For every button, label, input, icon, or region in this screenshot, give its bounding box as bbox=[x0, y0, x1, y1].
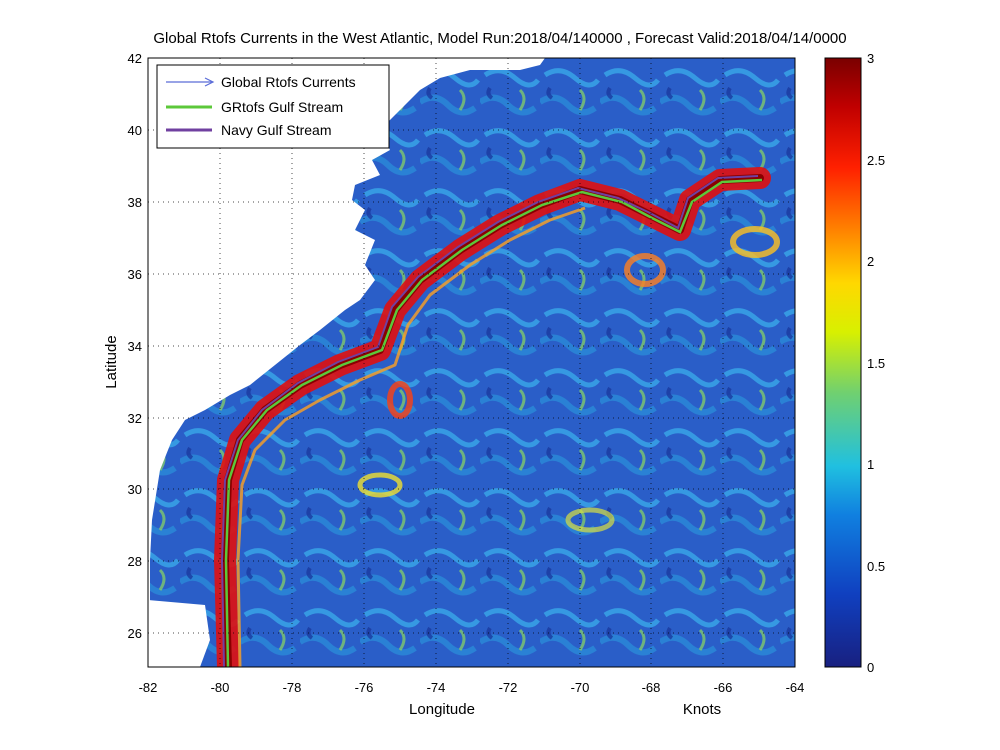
colorbar-tick-label: 1 bbox=[867, 457, 874, 472]
x-tick-label: -76 bbox=[355, 680, 374, 695]
x-axis: -82 -80 -78 -76 -74 -72 -70 -68 -66 -64 … bbox=[139, 680, 805, 718]
y-tick-label: 28 bbox=[128, 554, 142, 569]
x-tick-label: -82 bbox=[139, 680, 158, 695]
x-tick-label: -80 bbox=[211, 680, 230, 695]
colorbar-tick-label: 0 bbox=[867, 660, 874, 675]
legend: Global Rtofs Currents GRtofs Gulf Stream… bbox=[156, 64, 390, 149]
x-tick-label: -74 bbox=[427, 680, 446, 695]
y-tick-label: 32 bbox=[128, 411, 142, 426]
y-tick-label: 26 bbox=[128, 626, 142, 641]
x-tick-label: -66 bbox=[714, 680, 733, 695]
y-tick-label: 42 bbox=[128, 51, 142, 66]
colorbar: 3 2.5 2 1.5 1 0.5 0 Knots bbox=[683, 51, 885, 718]
x-tick-label: -68 bbox=[642, 680, 661, 695]
eddy bbox=[357, 472, 403, 498]
x-tick-label: -70 bbox=[571, 680, 590, 695]
land-mass bbox=[148, 58, 545, 667]
eddy bbox=[730, 226, 780, 258]
navy-gulf-stream-line bbox=[220, 175, 759, 667]
colorbar-tick-label: 0.5 bbox=[867, 559, 885, 574]
x-axis-label: Longitude bbox=[409, 701, 475, 718]
colorbar-tick-label: 3 bbox=[867, 51, 874, 66]
legend-label: GRtofs Gulf Stream bbox=[221, 99, 343, 115]
map-plot-area bbox=[148, 58, 795, 667]
eddy bbox=[387, 381, 413, 419]
colorbar-gradient bbox=[824, 57, 862, 668]
grtofs-gulf-stream-line bbox=[224, 178, 763, 667]
y-tick-label: 30 bbox=[128, 482, 142, 497]
colorbar-tick-label: 2 bbox=[867, 254, 874, 269]
plot-frame bbox=[147, 57, 796, 668]
x-tick-label: -72 bbox=[499, 680, 518, 695]
legend-item-grtofs: GRtofs Gulf Stream bbox=[166, 99, 343, 115]
y-tick-label: 36 bbox=[128, 267, 142, 282]
y-tick-label: 38 bbox=[128, 195, 142, 210]
colorbar-label: Knots bbox=[683, 701, 721, 718]
y-tick-label: 34 bbox=[128, 339, 142, 354]
gulf-stream-edge bbox=[236, 206, 586, 667]
eddy bbox=[624, 253, 666, 287]
x-tick-label: -78 bbox=[283, 680, 302, 695]
legend-label: Global Rtofs Currents bbox=[221, 74, 356, 90]
colorbar-tick-label: 1.5 bbox=[867, 356, 885, 371]
x-tick-label: -64 bbox=[786, 680, 805, 695]
colorbar-tick-label: 2.5 bbox=[867, 153, 885, 168]
legend-item-currents: Global Rtofs Currents bbox=[166, 74, 356, 90]
eddy bbox=[565, 507, 615, 533]
y-tick-label: 40 bbox=[128, 123, 142, 138]
legend-label: Navy Gulf Stream bbox=[221, 122, 331, 138]
y-axis: 42 40 38 36 34 32 30 28 26 Latitude bbox=[103, 51, 142, 641]
map-title: Global Rtofs Currents in the West Atlant… bbox=[153, 30, 847, 47]
y-axis-label: Latitude bbox=[103, 335, 120, 388]
legend-item-navy: Navy Gulf Stream bbox=[166, 122, 331, 138]
